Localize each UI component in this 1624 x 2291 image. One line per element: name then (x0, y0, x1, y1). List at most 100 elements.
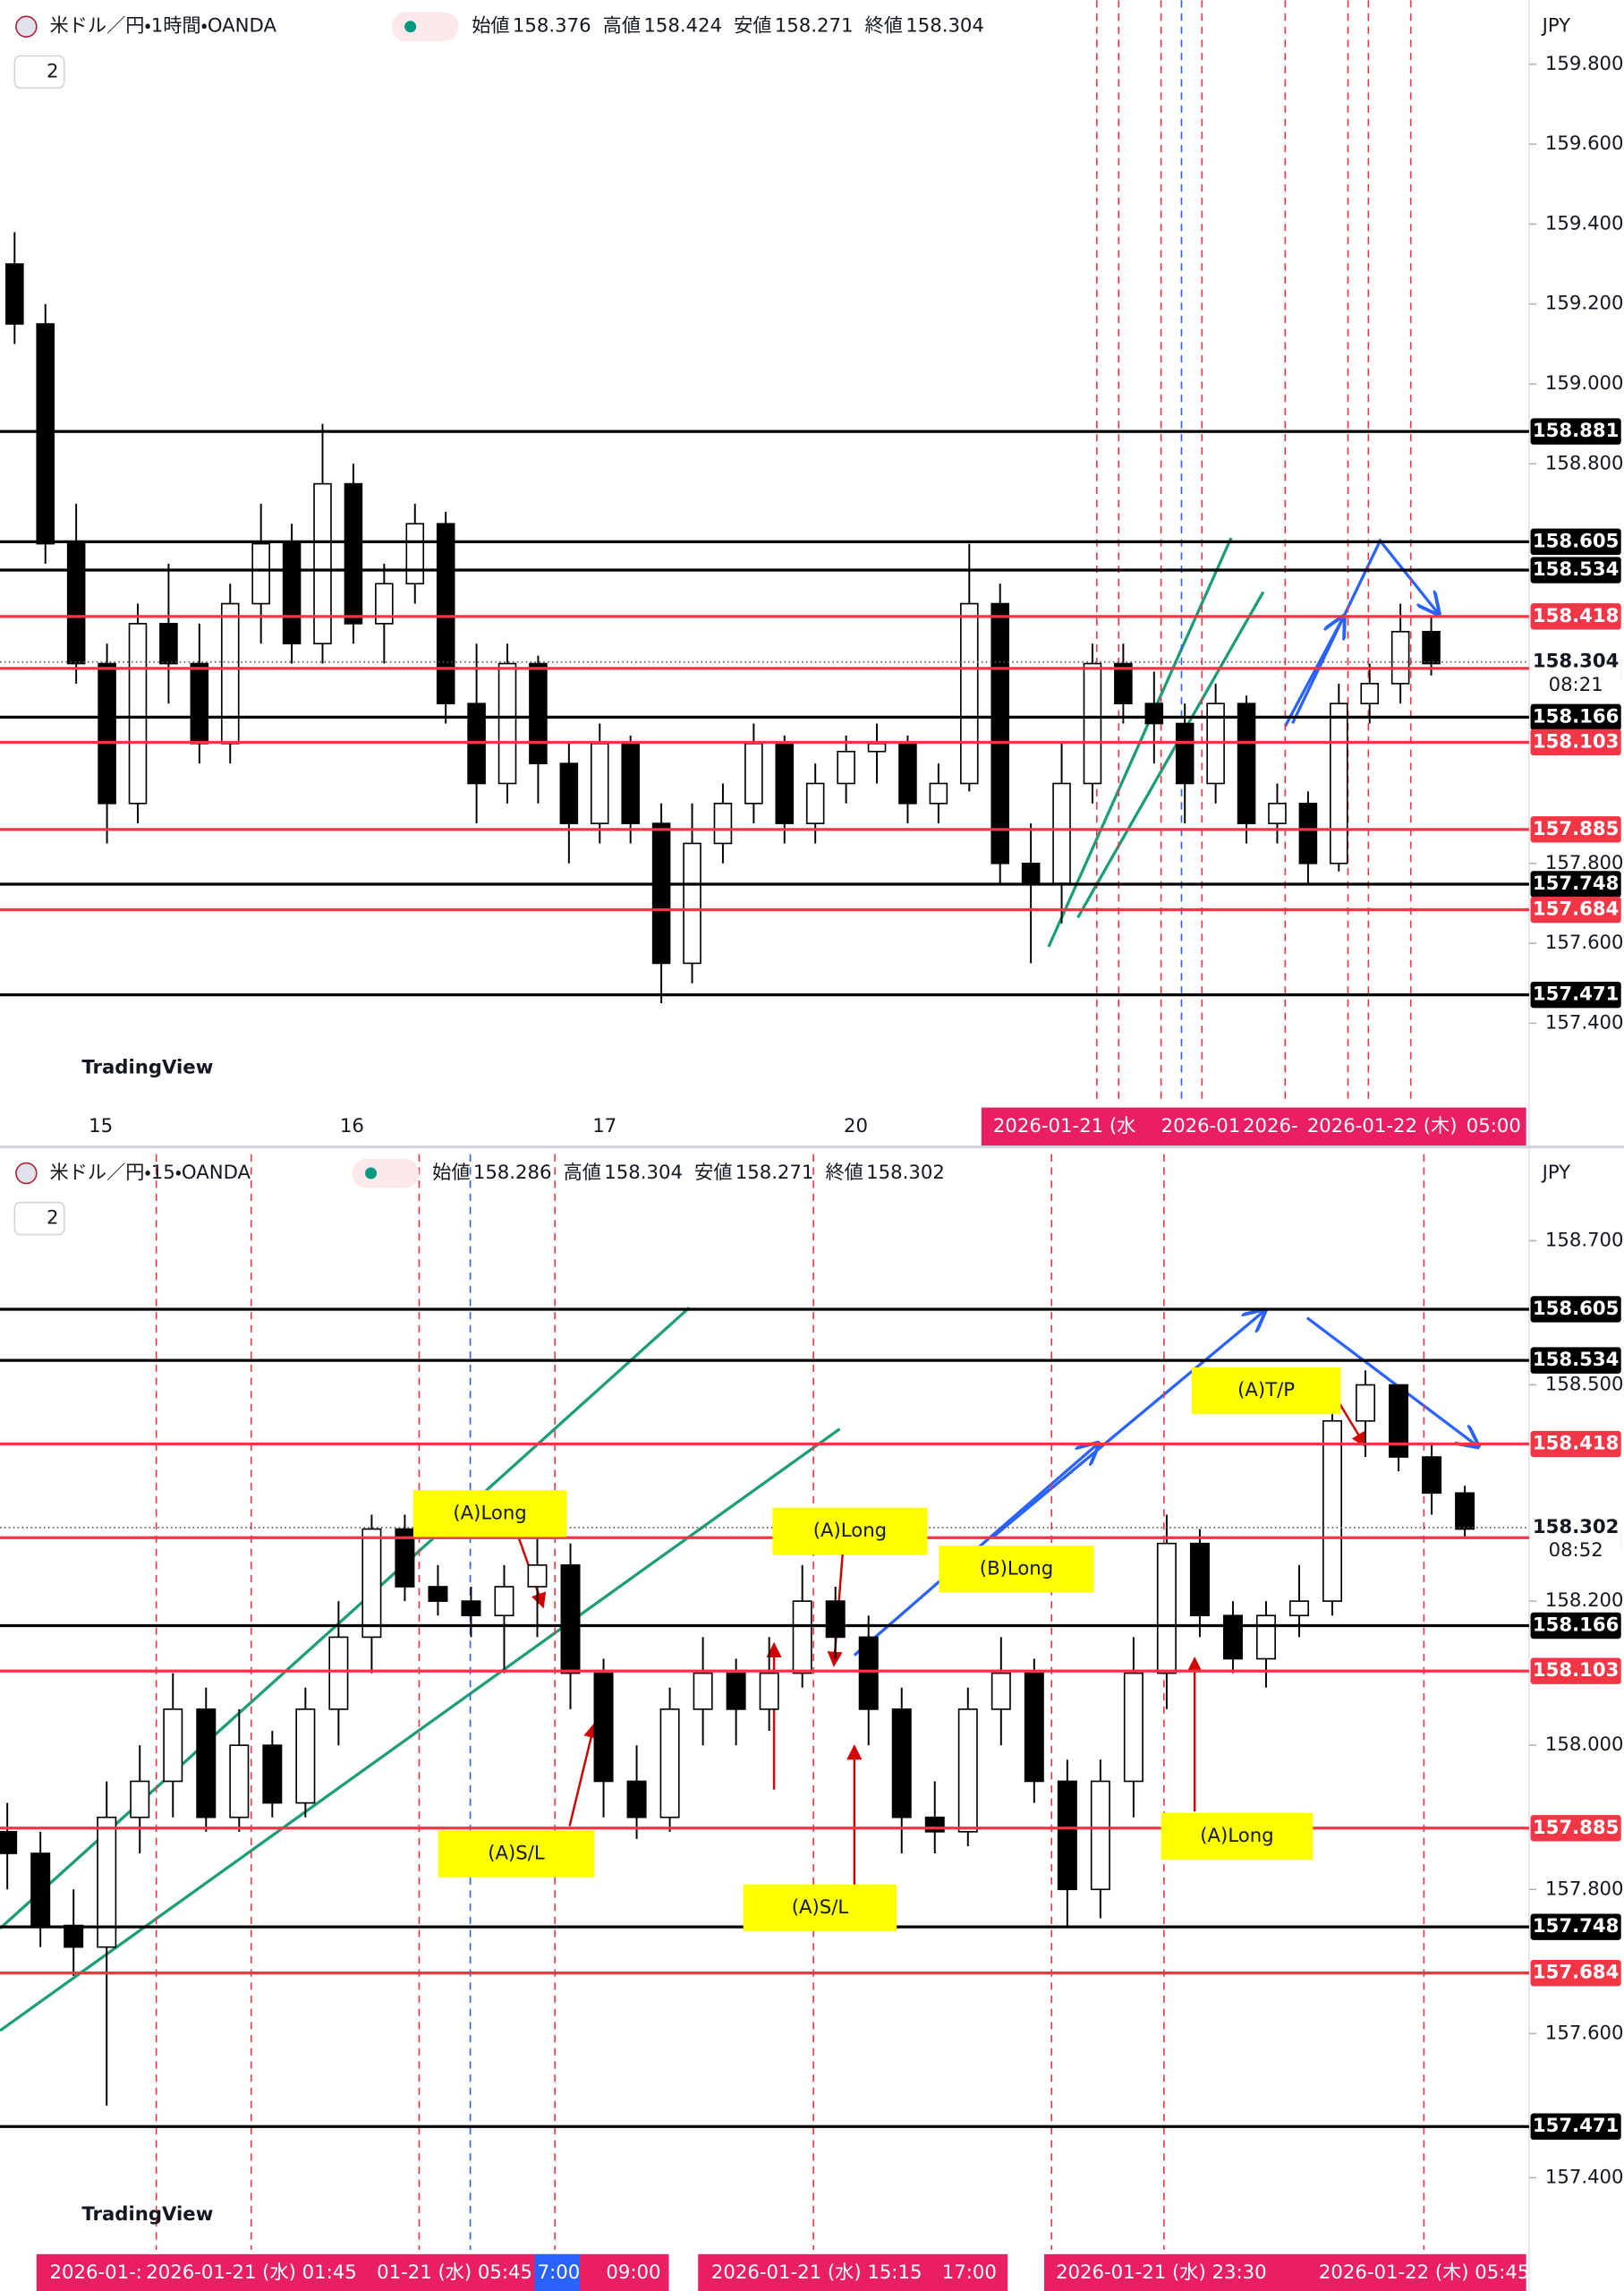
candle-body (1083, 662, 1102, 785)
pointer-arrow (568, 1722, 599, 1827)
ohlc-label: 高値 (603, 15, 641, 38)
status-pill (391, 12, 459, 42)
level-label: 158.881 (1533, 420, 1620, 442)
candle-body (1255, 1614, 1276, 1660)
candle-body (97, 1816, 117, 1948)
annotation-text: (A)S/L (488, 1843, 545, 1865)
candle-body (651, 822, 671, 965)
y-tick-label: 158.500 (1545, 1374, 1624, 1396)
indicator-count: 2 (47, 60, 58, 82)
time-label: 2026-01-21 (水) 15:15 (711, 2261, 923, 2284)
time-label: 2026-01-21 (水) 23:30 (1056, 2261, 1267, 2284)
time-strip (981, 1107, 1526, 1146)
candle-body (1052, 782, 1071, 884)
y-tick-label: 159.600 (1545, 132, 1624, 155)
candle-body (891, 1708, 912, 1818)
candle-body (0, 1831, 18, 1854)
candle-body (30, 1852, 51, 1927)
candle-body (1356, 1384, 1376, 1422)
candle-body (229, 1744, 250, 1818)
level-label-bg (1530, 528, 1621, 556)
level-label: 157.748 (1533, 1915, 1620, 1938)
y-tick-label: 159.400 (1545, 212, 1624, 234)
candle-body (1390, 630, 1410, 685)
level-label: 157.885 (1533, 1817, 1620, 1839)
candle-body (220, 602, 240, 745)
symbol: 米ドル／円・15・OANDA (49, 1162, 251, 1184)
legend-toggle[interactable] (13, 55, 65, 89)
currency: JPY (1541, 1162, 1571, 1184)
candle-body (693, 1672, 713, 1710)
level-label: 157.748 (1533, 873, 1620, 895)
annotation-box (1161, 1812, 1314, 1861)
candle-body (713, 802, 733, 845)
time-label: 2026-01-21 (水 (993, 1115, 1135, 1137)
level-label-bg (1530, 1612, 1621, 1639)
candle-body (560, 1564, 581, 1674)
ohlc-label: 安値 (734, 15, 771, 38)
level-label-bg (1530, 418, 1621, 445)
last-price-bg (1530, 647, 1621, 697)
candle-body (461, 1600, 481, 1617)
annotation-box (743, 1884, 897, 1932)
level-label: 157.684 (1533, 1962, 1620, 1984)
candle-body (1156, 1542, 1177, 1674)
y-tick-label: 158.700 (1545, 1229, 1624, 1251)
candle-body (621, 743, 640, 824)
candle-body (1298, 802, 1318, 864)
ohlc-label: 高値 (564, 1162, 601, 1184)
level-label: 157.684 (1533, 899, 1620, 921)
ohlc-label: 終値 (865, 15, 903, 38)
candle-body (436, 523, 455, 704)
ohlc-value: 158.271 (775, 15, 854, 38)
y-tick-label: 159.000 (1545, 372, 1624, 395)
annotation-text: (A)T/P (1237, 1379, 1295, 1401)
channel-line (1076, 591, 1265, 919)
chart-panel: 159.800 159.600 159.400 159.200 159.000 158.8… (0, 0, 1624, 1146)
status-dot (365, 1167, 378, 1180)
ohlc-label: 終値 (825, 1162, 863, 1184)
logo: TradingView (81, 2203, 213, 2226)
candle-body (1422, 630, 1441, 665)
level-label-bg (1530, 2113, 1621, 2140)
candle-body (130, 1780, 150, 1818)
time-label: 17:00 (942, 2261, 997, 2284)
countdown: 08:21 (1549, 674, 1603, 696)
level-label: 157.471 (1533, 2115, 1620, 2137)
candle-body (1057, 1780, 1077, 1891)
legend-toggle[interactable] (13, 1201, 65, 1236)
candle-body (759, 1672, 779, 1710)
level-label-bg (1530, 728, 1621, 756)
candle-body (1322, 1419, 1343, 1602)
ohlc-value: 158.304 (604, 1162, 683, 1184)
candle-body (1268, 802, 1287, 824)
level-label: 158.534 (1533, 558, 1620, 581)
y-tick-label: 157.400 (1545, 2166, 1624, 2188)
level-label-bg (1530, 1913, 1621, 1940)
last-price-bg (1530, 1512, 1621, 1563)
annotation-box (412, 1490, 567, 1537)
candle-body (251, 542, 270, 605)
candle-body (1114, 662, 1133, 704)
candle-body (527, 1564, 548, 1588)
status-pill (352, 1158, 420, 1188)
level-label-bg (1530, 896, 1621, 924)
time-label: 2026-01-: (49, 2261, 141, 2284)
level-label-bg (1530, 1657, 1621, 1684)
annotation-box (1191, 1367, 1341, 1415)
candle-body (726, 1672, 746, 1710)
candle-body (494, 1586, 514, 1617)
time-label: 2026-01-22 (木) (1307, 1115, 1458, 1137)
candle-body (659, 1708, 680, 1818)
candle-body (159, 623, 178, 665)
time-strip (698, 2253, 1008, 2291)
candle-body (1455, 1492, 1475, 1530)
level-label: 158.418 (1533, 605, 1620, 627)
level-label-bg (1530, 1296, 1621, 1323)
candle-body (163, 1708, 183, 1783)
ohlc-value: 158.271 (735, 1162, 814, 1184)
candle-body (5, 263, 24, 325)
level-label-bg (1530, 1815, 1621, 1842)
